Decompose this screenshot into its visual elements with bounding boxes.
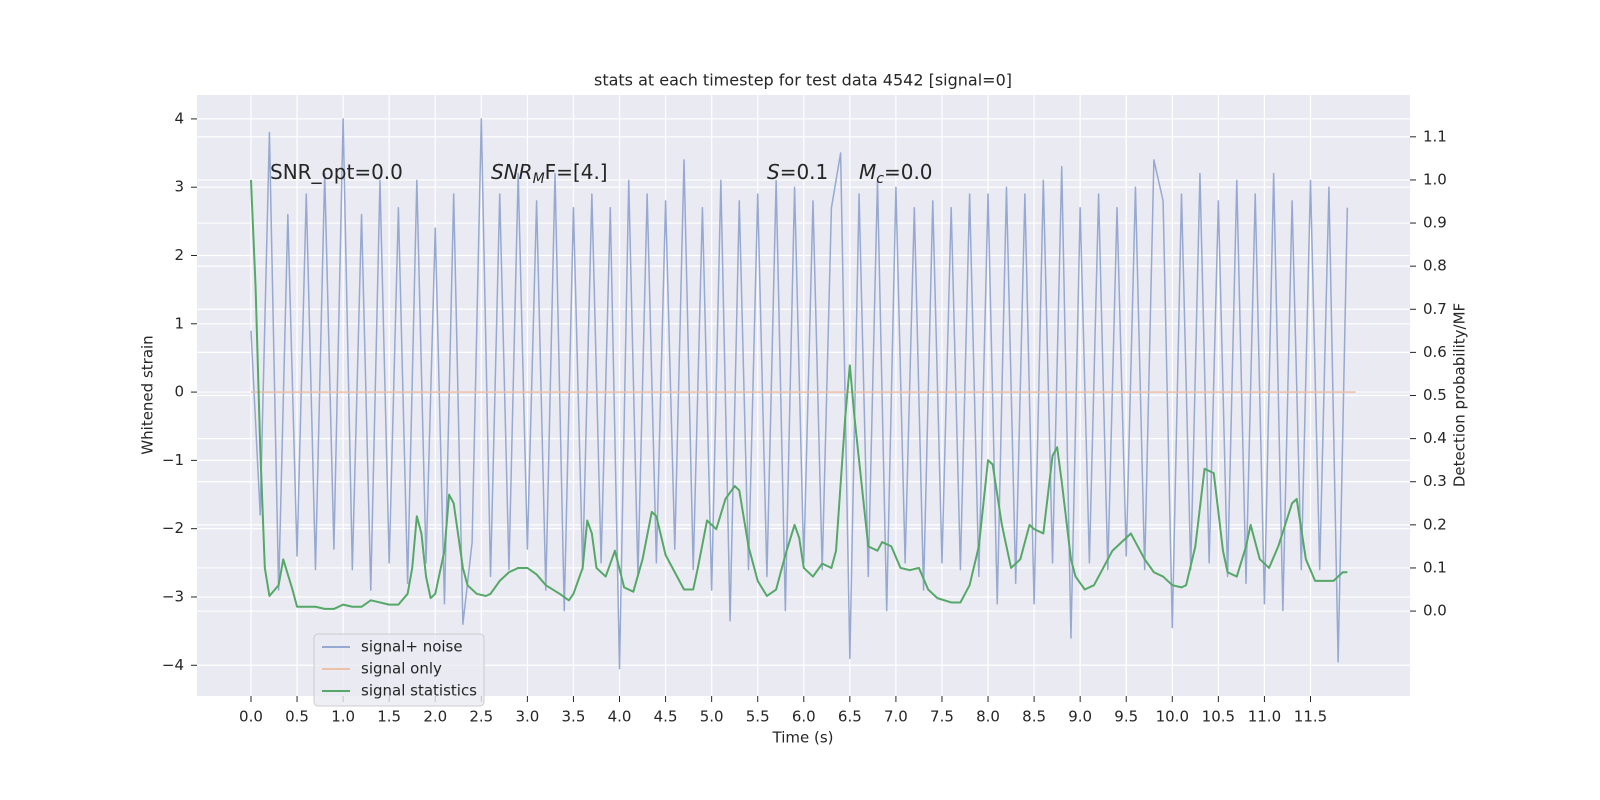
y-tick-label: 4 [174, 109, 184, 127]
y-tick-label: −1 [162, 451, 184, 469]
y-axis-label: Whitened strain [139, 335, 157, 454]
annotation-part: S [767, 160, 780, 184]
y2-tick-label: 0.0 [1423, 602, 1447, 620]
y-tick-label: 3 [174, 178, 184, 196]
annotation: S=0.1 [767, 160, 828, 184]
axes: 0.0 0.5 1.0 1.5 2.0 2.5 3.0 3.5 4.0 4.5 5.0 5.5 6.0 6… [162, 109, 1447, 725]
y-tick-label: −3 [162, 587, 184, 605]
annotation-part: SNR_opt=0.0 [270, 160, 403, 184]
plot-data [249, 118, 1356, 670]
y2-axis-label: Detection probability/MF [1451, 303, 1469, 487]
x-tick-label: 11.0 [1248, 708, 1281, 726]
y-tick-label: 0 [174, 383, 184, 401]
y-tick-label: −2 [162, 519, 184, 537]
series-line [249, 179, 1348, 610]
legend-label: signal only [361, 660, 442, 678]
x-tick-label: 2.5 [469, 708, 493, 726]
x-axis-label: Time (s) [772, 729, 834, 747]
x-tick-label: 8.0 [976, 708, 1000, 726]
x-tick-label: 9.0 [1068, 708, 1092, 726]
legend-label: signal statistics [361, 682, 477, 700]
x-tick-label: 5.5 [746, 708, 770, 726]
y2-tick-label: 1.0 [1423, 170, 1447, 188]
legend: signal+ noise signal only signal statistic… [313, 633, 485, 707]
annotation-part: SNR [491, 160, 533, 184]
x-tick-label: 5.0 [700, 708, 724, 726]
annotation-part: M [533, 171, 545, 187]
x-tick-label: 10.0 [1156, 708, 1189, 726]
y2-tick-label: 0.6 [1423, 343, 1447, 361]
legend-box [313, 633, 485, 707]
x-tick-label: 0.0 [239, 708, 263, 726]
annotation-part: c [876, 171, 884, 187]
x-tick-label: 1.0 [331, 708, 355, 726]
annotation: Mc=0.0 [859, 160, 933, 188]
x-tick-label: 10.5 [1202, 708, 1235, 726]
y2-tick-label: 0.7 [1423, 300, 1447, 318]
x-tick-label: 9.5 [1114, 708, 1138, 726]
y-tick-label: 1 [174, 314, 184, 332]
y2-tick-label: 0.9 [1423, 214, 1447, 232]
y2-tick-label: 0.4 [1423, 429, 1447, 447]
x-tick-label: 8.5 [1022, 708, 1046, 726]
y2-tick-label: 0.3 [1423, 472, 1447, 490]
annotation: SNR_opt=0.0 [270, 160, 403, 184]
y2-tick-label: 1.1 [1423, 127, 1447, 145]
x-tick-label: 7.0 [884, 708, 908, 726]
x-tick-label: 11.5 [1294, 708, 1327, 726]
annotation-part: F=[4.] [545, 160, 608, 184]
x-tick-label: 1.5 [377, 708, 401, 726]
x-tick-label: 2.0 [423, 708, 447, 726]
x-tick-label: 4.5 [654, 708, 678, 726]
annotation-part: =0.0 [884, 160, 933, 184]
annotation-part: M [859, 160, 876, 184]
annotation: SNRMF=[4.] [491, 160, 608, 188]
y2-tick-label: 0.1 [1423, 558, 1447, 576]
x-tick-label: 7.5 [930, 708, 954, 726]
y2-tick-label: 0.2 [1423, 515, 1447, 533]
series-line [250, 118, 1349, 670]
y2-tick-label: 0.8 [1423, 257, 1447, 275]
y-tick-label: 2 [174, 246, 184, 264]
x-tick-label: 3.0 [515, 708, 539, 726]
x-tick-label: 0.5 [285, 708, 309, 726]
x-tick-label: 6.5 [838, 708, 862, 726]
chart-title: stats at each timestep for test data 454… [594, 71, 1012, 90]
y-tick-label: −4 [162, 656, 184, 674]
x-tick-label: 3.5 [562, 708, 586, 726]
y2-tick-label: 0.5 [1423, 386, 1447, 404]
legend-label: signal+ noise [361, 638, 463, 656]
x-tick-label: 6.0 [792, 708, 816, 726]
annotation-part: =0.1 [780, 160, 829, 184]
x-tick-label: 4.0 [608, 708, 632, 726]
